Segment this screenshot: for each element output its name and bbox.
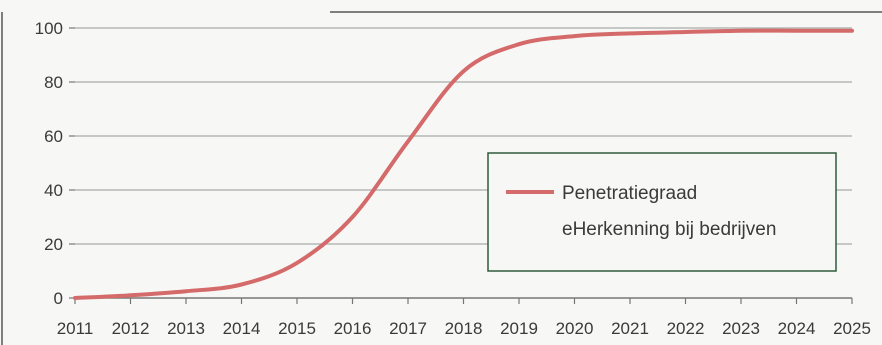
x-tick-label-2012: 2012 [112, 319, 150, 338]
y-tick-label-100: 100 [35, 19, 63, 38]
x-tick-label-2020: 2020 [556, 319, 594, 338]
x-tick-label-2013: 2013 [167, 319, 205, 338]
axes [69, 27, 853, 304]
gridlines [75, 27, 852, 245]
x-tick-label-2018: 2018 [445, 319, 483, 338]
y-tick-label-0: 0 [54, 289, 63, 308]
legend-label-line-2: eHerkenning bij bedrijven [562, 219, 776, 240]
y-tick-label-40: 40 [44, 181, 63, 200]
x-tick-label-2011: 2011 [57, 319, 94, 338]
x-tick-label-2019: 2019 [500, 319, 538, 338]
x-tick-label-2021: 2021 [611, 319, 649, 338]
y-tick-label-80: 80 [44, 73, 63, 92]
y-tick-label-60: 60 [44, 127, 63, 146]
x-tick-labels: 2011 2012 2013 2014 2015 2016 2017 2018 2019 2020… [57, 319, 871, 338]
legend: Penetratiegraad eHerkenning bij bedrijve… [487, 152, 837, 272]
x-tick-label-2022: 2022 [667, 319, 705, 338]
legend-box [487, 152, 837, 272]
legend-label-line-1: Penetratiegraad [562, 183, 697, 204]
y-tick-labels: 0 20 40 60 80 100 [35, 19, 63, 308]
y-tick-label-20: 20 [44, 235, 63, 254]
x-tick-label-2024: 2024 [778, 319, 816, 338]
x-tick-label-2014: 2014 [223, 319, 261, 338]
x-tick-label-2023: 2023 [722, 319, 760, 338]
series [73, 28, 854, 300]
series-line-0 [73, 28, 854, 300]
x-tick-label-2025: 2025 [833, 319, 871, 338]
x-tick-label-2017: 2017 [389, 319, 427, 338]
x-tick-label-2015: 2015 [278, 319, 316, 338]
x-tick-label-2016: 2016 [334, 319, 372, 338]
